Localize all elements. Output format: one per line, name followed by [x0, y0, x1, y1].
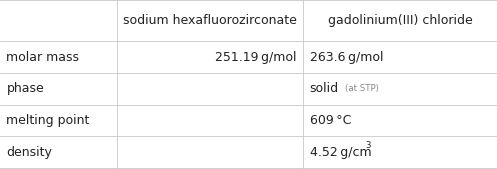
Text: 263.6 g/mol: 263.6 g/mol [310, 51, 383, 64]
Text: gadolinium(III) chloride: gadolinium(III) chloride [328, 14, 473, 27]
Text: phase: phase [6, 82, 44, 95]
Text: molar mass: molar mass [6, 51, 80, 64]
Text: melting point: melting point [6, 114, 90, 127]
Text: (at STP): (at STP) [345, 84, 379, 93]
Text: solid: solid [310, 82, 339, 95]
Text: 3: 3 [365, 141, 371, 150]
Text: 609 °C: 609 °C [310, 114, 351, 127]
Text: sodium hexafluorozirconate: sodium hexafluorozirconate [123, 14, 297, 27]
Text: 4.52 g/cm: 4.52 g/cm [310, 146, 371, 159]
Text: density: density [6, 146, 52, 159]
Text: 251.19 g/mol: 251.19 g/mol [215, 51, 297, 64]
